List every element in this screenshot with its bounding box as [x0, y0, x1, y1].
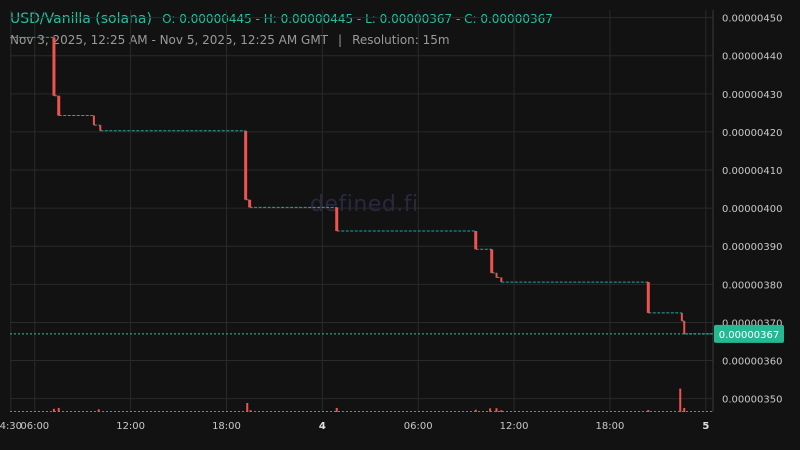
x-tick-label: 5	[702, 421, 709, 432]
x-tick-label: 06:00	[20, 421, 49, 432]
down-candle	[646, 282, 650, 313]
down-candle	[248, 199, 252, 208]
x-tick-label: 18:00	[212, 421, 241, 432]
resolution-label: Resolution: 15m	[352, 33, 450, 47]
volume-bar	[500, 410, 503, 412]
x-tick-label: 4:30	[0, 421, 22, 432]
ohlc-readout: O: 0.00000445 - H: 0.00000445 - L: 0.000…	[162, 12, 553, 26]
chart-header: USD/Vanilla (solana) O: 0.00000445 - H: …	[10, 11, 553, 27]
volume-bar	[52, 408, 55, 412]
y-tick-label: 0.00000440	[722, 52, 782, 63]
separator: |	[338, 33, 343, 47]
down-candle	[57, 95, 61, 116]
y-tick-label: 0.00000380	[722, 280, 782, 291]
y-tick-label: 0.00000370	[722, 318, 782, 329]
last-price-badge	[714, 324, 784, 343]
y-tick-label: 0.00000390	[722, 242, 782, 253]
down-candle	[490, 249, 494, 273]
volume-bar	[474, 409, 477, 412]
y-tick-label: 0.00000400	[722, 204, 782, 215]
y-tick-label: 0.00000410	[722, 166, 782, 177]
x-tick-label: 18:00	[596, 421, 625, 432]
down-candle	[683, 320, 686, 334]
last-price-label: 0.00000367	[719, 330, 779, 341]
volume-bar	[489, 408, 492, 412]
down-candle	[99, 125, 102, 131]
x-tick-label: 12:00	[116, 421, 145, 432]
down-candle	[244, 130, 248, 200]
y-tick-label: 0.00000420	[722, 128, 782, 139]
down-candle	[335, 207, 339, 232]
down-candle	[495, 272, 498, 278]
volume-bar	[495, 408, 498, 412]
date-range: Nov 3, 2025, 12:25 AM - Nov 5, 2025, 12:…	[10, 33, 329, 47]
volume-bar	[246, 403, 249, 412]
down-candle	[92, 115, 95, 126]
y-tick-label: 0.00000430	[722, 90, 782, 101]
down-candle	[52, 37, 56, 96]
volume-bar	[97, 409, 100, 412]
down-candle	[474, 231, 478, 250]
y-tick-label: 0.00000450	[722, 14, 782, 25]
watermark: defined.fi	[310, 192, 419, 217]
volume-bar	[335, 407, 338, 412]
volume-bar	[647, 410, 650, 412]
y-tick-label: 0.00000350	[722, 395, 782, 406]
chart-subheader: Nov 3, 2025, 12:25 AM - Nov 5, 2025, 12:…	[10, 33, 450, 47]
down-candle	[680, 312, 683, 321]
volume-bar	[57, 407, 60, 412]
x-tick-label: 06:00	[404, 421, 433, 432]
volume-bar	[679, 388, 682, 412]
pair-title: USD/Vanilla (solana)	[10, 11, 152, 27]
x-tick-label: 12:00	[500, 421, 529, 432]
volume-bar	[683, 407, 686, 412]
x-tick-label: 4	[319, 421, 326, 432]
volume-bar	[249, 410, 252, 412]
y-tick-label: 0.00000360	[722, 357, 782, 368]
down-candle	[500, 277, 503, 283]
